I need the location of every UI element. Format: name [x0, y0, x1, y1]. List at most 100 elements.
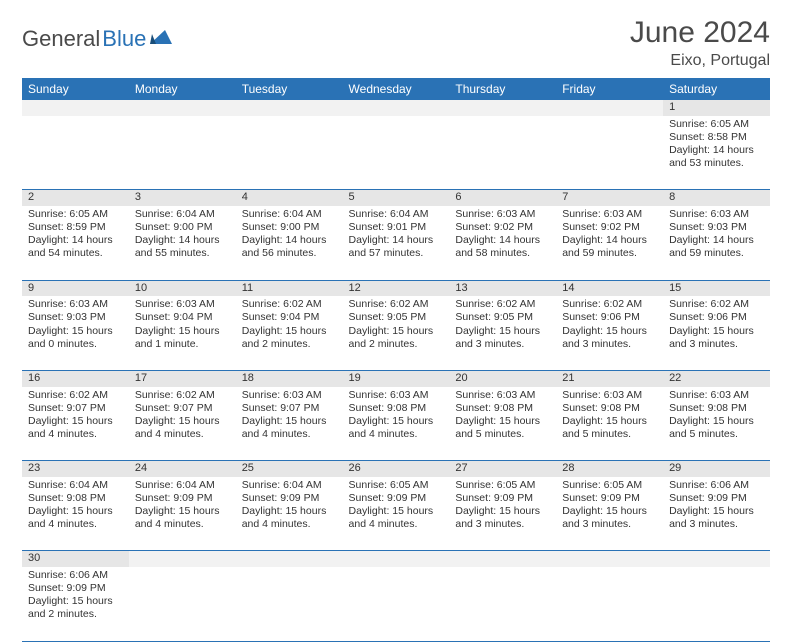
day-cell: Sunrise: 6:05 AMSunset: 9:09 PMDaylight:…	[449, 477, 556, 551]
day-number-cell: 18	[236, 370, 343, 386]
day-ss: Sunset: 9:04 PM	[242, 311, 337, 324]
day-d2: and 4 minutes.	[28, 518, 123, 531]
day-d2: and 55 minutes.	[135, 247, 230, 260]
day-d2: and 3 minutes.	[562, 338, 657, 351]
day-cell: Sunrise: 6:02 AMSunset: 9:06 PMDaylight:…	[556, 296, 663, 370]
day-cell: Sunrise: 6:02 AMSunset: 9:05 PMDaylight:…	[343, 296, 450, 370]
weekday-header: Monday	[129, 78, 236, 100]
day-number-cell: 28	[556, 461, 663, 477]
day-d1: Daylight: 14 hours	[135, 234, 230, 247]
calendar-body: 1Sunrise: 6:05 AMSunset: 8:58 PMDaylight…	[22, 100, 770, 641]
day-number-cell: 10	[129, 280, 236, 296]
logo: General Blue	[22, 16, 176, 52]
day-d1: Daylight: 14 hours	[669, 144, 764, 157]
day-cell	[556, 116, 663, 190]
day-cell: Sunrise: 6:03 AMSunset: 9:03 PMDaylight:…	[663, 206, 770, 280]
day-number-cell: 15	[663, 280, 770, 296]
weekday-header: Saturday	[663, 78, 770, 100]
day-d2: and 3 minutes.	[455, 518, 550, 531]
day-number-cell: 27	[449, 461, 556, 477]
day-d1: Daylight: 15 hours	[349, 325, 444, 338]
day-d1: Daylight: 15 hours	[562, 415, 657, 428]
day-cell: Sunrise: 6:04 AMSunset: 9:01 PMDaylight:…	[343, 206, 450, 280]
day-sr: Sunrise: 6:02 AM	[455, 298, 550, 311]
day-number-row: 30	[22, 551, 770, 567]
day-sr: Sunrise: 6:03 AM	[28, 298, 123, 311]
day-ss: Sunset: 9:00 PM	[135, 221, 230, 234]
day-number-cell: 30	[22, 551, 129, 567]
day-ss: Sunset: 9:07 PM	[135, 402, 230, 415]
day-d1: Daylight: 14 hours	[455, 234, 550, 247]
day-cell: Sunrise: 6:02 AMSunset: 9:07 PMDaylight:…	[129, 387, 236, 461]
day-number-cell: 13	[449, 280, 556, 296]
day-d2: and 5 minutes.	[562, 428, 657, 441]
day-sr: Sunrise: 6:02 AM	[669, 298, 764, 311]
logo-text-general: General	[22, 26, 100, 52]
day-number-row: 9101112131415	[22, 280, 770, 296]
day-ss: Sunset: 9:07 PM	[28, 402, 123, 415]
day-ss: Sunset: 9:03 PM	[669, 221, 764, 234]
day-number-cell: 22	[663, 370, 770, 386]
month-title: June 2024	[630, 16, 770, 50]
day-d2: and 3 minutes.	[562, 518, 657, 531]
day-number-cell: 11	[236, 280, 343, 296]
day-cell: Sunrise: 6:04 AMSunset: 9:09 PMDaylight:…	[236, 477, 343, 551]
day-sr: Sunrise: 6:05 AM	[455, 479, 550, 492]
day-cell: Sunrise: 6:03 AMSunset: 9:08 PMDaylight:…	[449, 387, 556, 461]
logo-text-blue: Blue	[102, 26, 146, 52]
day-cell: Sunrise: 6:06 AMSunset: 9:09 PMDaylight:…	[22, 567, 129, 641]
day-cell: Sunrise: 6:03 AMSunset: 9:08 PMDaylight:…	[556, 387, 663, 461]
day-cell	[663, 567, 770, 641]
day-cell: Sunrise: 6:02 AMSunset: 9:06 PMDaylight:…	[663, 296, 770, 370]
day-sr: Sunrise: 6:04 AM	[242, 479, 337, 492]
day-ss: Sunset: 9:07 PM	[242, 402, 337, 415]
day-d1: Daylight: 14 hours	[562, 234, 657, 247]
day-sr: Sunrise: 6:02 AM	[135, 389, 230, 402]
day-number-cell	[343, 100, 450, 116]
day-cell: Sunrise: 6:02 AMSunset: 9:07 PMDaylight:…	[22, 387, 129, 461]
day-ss: Sunset: 9:02 PM	[455, 221, 550, 234]
day-number-cell	[449, 100, 556, 116]
day-d2: and 57 minutes.	[349, 247, 444, 260]
day-cell: Sunrise: 6:03 AMSunset: 9:03 PMDaylight:…	[22, 296, 129, 370]
day-ss: Sunset: 9:04 PM	[135, 311, 230, 324]
day-d2: and 59 minutes.	[562, 247, 657, 260]
title-block: June 2024 Eixo, Portugal	[630, 16, 770, 70]
day-ss: Sunset: 9:09 PM	[562, 492, 657, 505]
day-cell: Sunrise: 6:03 AMSunset: 9:02 PMDaylight:…	[556, 206, 663, 280]
day-d2: and 5 minutes.	[455, 428, 550, 441]
day-ss: Sunset: 9:06 PM	[562, 311, 657, 324]
day-number-row: 23242526272829	[22, 461, 770, 477]
day-ss: Sunset: 9:00 PM	[242, 221, 337, 234]
day-d1: Daylight: 15 hours	[135, 415, 230, 428]
day-number-cell: 4	[236, 190, 343, 206]
day-d1: Daylight: 14 hours	[669, 234, 764, 247]
day-d1: Daylight: 15 hours	[28, 325, 123, 338]
day-cell	[236, 116, 343, 190]
day-cell: Sunrise: 6:05 AMSunset: 9:09 PMDaylight:…	[556, 477, 663, 551]
weekday-header: Friday	[556, 78, 663, 100]
day-sr: Sunrise: 6:06 AM	[28, 569, 123, 582]
day-d2: and 56 minutes.	[242, 247, 337, 260]
day-number-cell: 5	[343, 190, 450, 206]
day-number-cell	[129, 100, 236, 116]
day-sr: Sunrise: 6:04 AM	[28, 479, 123, 492]
day-cell: Sunrise: 6:02 AMSunset: 9:05 PMDaylight:…	[449, 296, 556, 370]
day-ss: Sunset: 8:58 PM	[669, 131, 764, 144]
day-d2: and 4 minutes.	[135, 518, 230, 531]
day-number-cell: 17	[129, 370, 236, 386]
day-ss: Sunset: 9:09 PM	[349, 492, 444, 505]
day-number-cell: 12	[343, 280, 450, 296]
week-row: Sunrise: 6:04 AMSunset: 9:08 PMDaylight:…	[22, 477, 770, 551]
day-d2: and 2 minutes.	[349, 338, 444, 351]
day-cell: Sunrise: 6:03 AMSunset: 9:08 PMDaylight:…	[343, 387, 450, 461]
day-cell: Sunrise: 6:04 AMSunset: 9:00 PMDaylight:…	[236, 206, 343, 280]
day-number-cell: 26	[343, 461, 450, 477]
day-d1: Daylight: 15 hours	[669, 415, 764, 428]
day-sr: Sunrise: 6:02 AM	[349, 298, 444, 311]
day-number-cell: 6	[449, 190, 556, 206]
day-sr: Sunrise: 6:03 AM	[562, 208, 657, 221]
day-d1: Daylight: 15 hours	[562, 505, 657, 518]
day-cell: Sunrise: 6:05 AMSunset: 8:59 PMDaylight:…	[22, 206, 129, 280]
day-cell: Sunrise: 6:02 AMSunset: 9:04 PMDaylight:…	[236, 296, 343, 370]
